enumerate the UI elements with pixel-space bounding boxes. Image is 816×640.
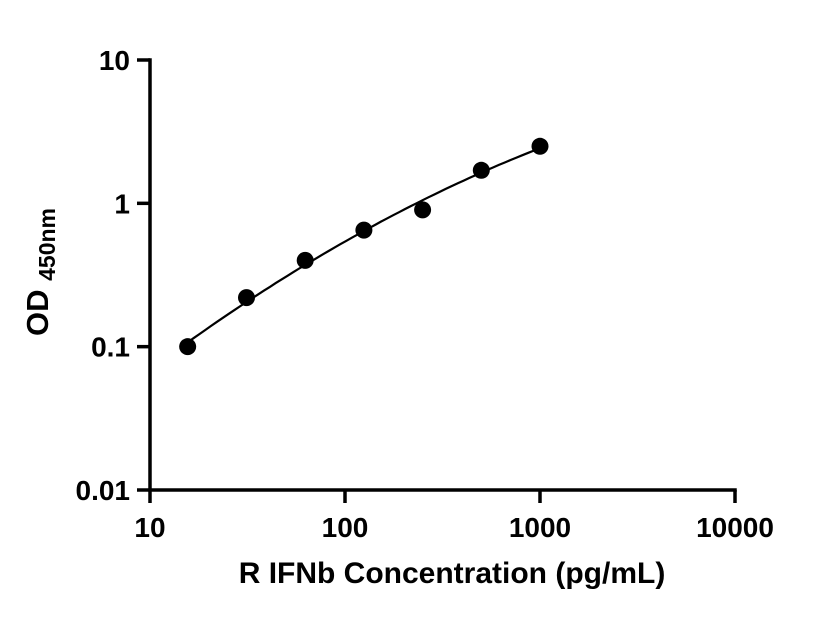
y-tick-label: 1 bbox=[114, 188, 130, 219]
data-point bbox=[355, 221, 373, 239]
y-axis-title-sub: 450nm bbox=[34, 208, 60, 281]
y-tick-label: 0.1 bbox=[91, 332, 130, 363]
data-point bbox=[472, 161, 490, 179]
y-tick-label: 0.01 bbox=[76, 475, 131, 506]
y-axis-title: OD 450nm bbox=[20, 208, 60, 336]
plot-area: 10 100 1000 10000 0.01 0.1 1 10 bbox=[76, 45, 774, 543]
x-tick-label: 1000 bbox=[509, 512, 571, 543]
data-point bbox=[237, 289, 255, 307]
data-point bbox=[414, 201, 432, 219]
trend-line bbox=[187, 147, 541, 344]
axes bbox=[148, 58, 737, 492]
x-axis-title: R IFNb Concentration (pg/mL) bbox=[239, 557, 666, 590]
x-tick-label: 100 bbox=[322, 512, 369, 543]
data-point bbox=[179, 338, 197, 356]
x-tick-label: 10 bbox=[134, 512, 165, 543]
x-tick-label: 10000 bbox=[696, 512, 774, 543]
y-axis-title-main: OD bbox=[20, 290, 55, 337]
y-tick-label: 10 bbox=[99, 45, 130, 76]
data-point bbox=[296, 251, 314, 269]
data-point bbox=[531, 137, 549, 155]
